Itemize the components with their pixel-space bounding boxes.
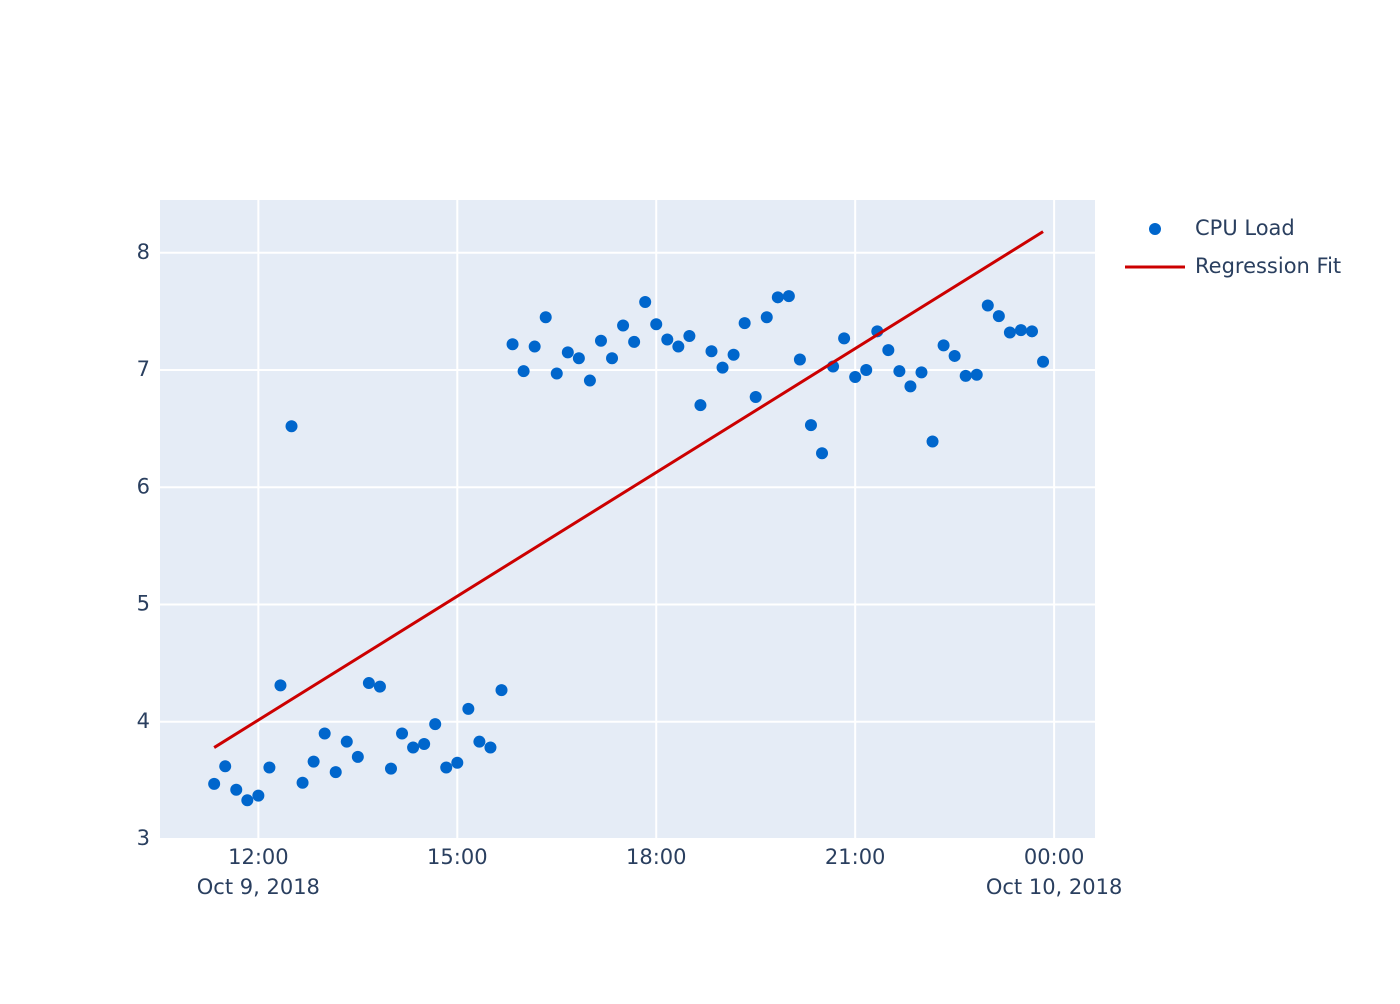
point (296, 776, 309, 789)
point (208, 777, 221, 790)
x-tick-date-label: Oct 9, 2018 (197, 875, 320, 899)
point (407, 741, 420, 754)
point (329, 766, 342, 779)
point (1003, 326, 1016, 339)
y-tick-label: 3 (137, 826, 150, 850)
point (893, 365, 906, 378)
point (948, 349, 961, 362)
x-tick-label: 12:00 (228, 845, 289, 869)
y-tick-label: 6 (137, 474, 150, 498)
point (882, 344, 895, 357)
point (252, 789, 265, 802)
point (572, 352, 585, 365)
point (937, 339, 950, 352)
x-tick-date-label: Oct 10, 2018 (986, 875, 1123, 899)
point (694, 399, 707, 412)
x-tick-label: 00:00 (1024, 845, 1085, 869)
point (970, 368, 983, 381)
point (440, 761, 453, 774)
point (550, 367, 563, 380)
point (650, 318, 663, 331)
point (506, 338, 519, 351)
point (683, 330, 696, 343)
point (782, 290, 795, 303)
point (849, 371, 862, 384)
point (749, 390, 762, 403)
point (738, 317, 751, 330)
plot-area (160, 200, 1095, 839)
y-tick-label: 5 (137, 592, 150, 616)
point (727, 348, 740, 361)
point (396, 727, 409, 740)
point (981, 299, 994, 312)
point (484, 741, 497, 754)
point (1026, 325, 1039, 338)
point (705, 345, 718, 358)
point (1037, 355, 1050, 368)
y-tick-label: 8 (137, 240, 150, 264)
x-tick-label: 21:00 (825, 845, 886, 869)
point (495, 684, 508, 697)
point (462, 702, 475, 715)
legend-label: Regression Fit (1195, 254, 1341, 278)
point (528, 340, 541, 353)
point (1014, 324, 1027, 337)
point (307, 755, 320, 768)
point (517, 365, 530, 378)
point (804, 419, 817, 432)
point (384, 762, 397, 775)
point (838, 332, 851, 345)
point (628, 335, 641, 348)
point (583, 374, 596, 387)
point (915, 366, 928, 379)
point (816, 447, 829, 460)
point (318, 727, 331, 740)
point (373, 680, 386, 693)
point (639, 296, 652, 309)
x-tick-label: 18:00 (626, 845, 687, 869)
point (230, 783, 243, 796)
point (451, 756, 464, 769)
point (606, 352, 619, 365)
point (473, 735, 486, 748)
y-tick-label: 4 (137, 709, 150, 733)
point (760, 311, 773, 324)
point (661, 333, 674, 346)
point (904, 380, 917, 393)
point (351, 750, 364, 763)
point (860, 364, 873, 377)
point (274, 679, 287, 692)
point (926, 435, 939, 448)
point (594, 334, 607, 347)
point (617, 319, 630, 332)
point (219, 760, 232, 773)
point (771, 291, 784, 304)
point (539, 311, 552, 324)
point (285, 420, 298, 433)
y-tick-label: 7 (137, 357, 150, 381)
regression-line (213, 230, 1044, 749)
point (429, 718, 442, 731)
point (263, 761, 276, 774)
point (241, 794, 254, 807)
point (959, 369, 972, 382)
point (672, 340, 685, 353)
point (793, 353, 806, 366)
x-tick-label: 15:00 (427, 845, 488, 869)
point (561, 346, 574, 359)
legend-label: CPU Load (1195, 216, 1295, 240)
point (716, 361, 729, 374)
point (362, 677, 375, 690)
point (418, 738, 431, 751)
legend-symbol (1149, 223, 1161, 235)
point (340, 735, 353, 748)
point (992, 310, 1005, 323)
